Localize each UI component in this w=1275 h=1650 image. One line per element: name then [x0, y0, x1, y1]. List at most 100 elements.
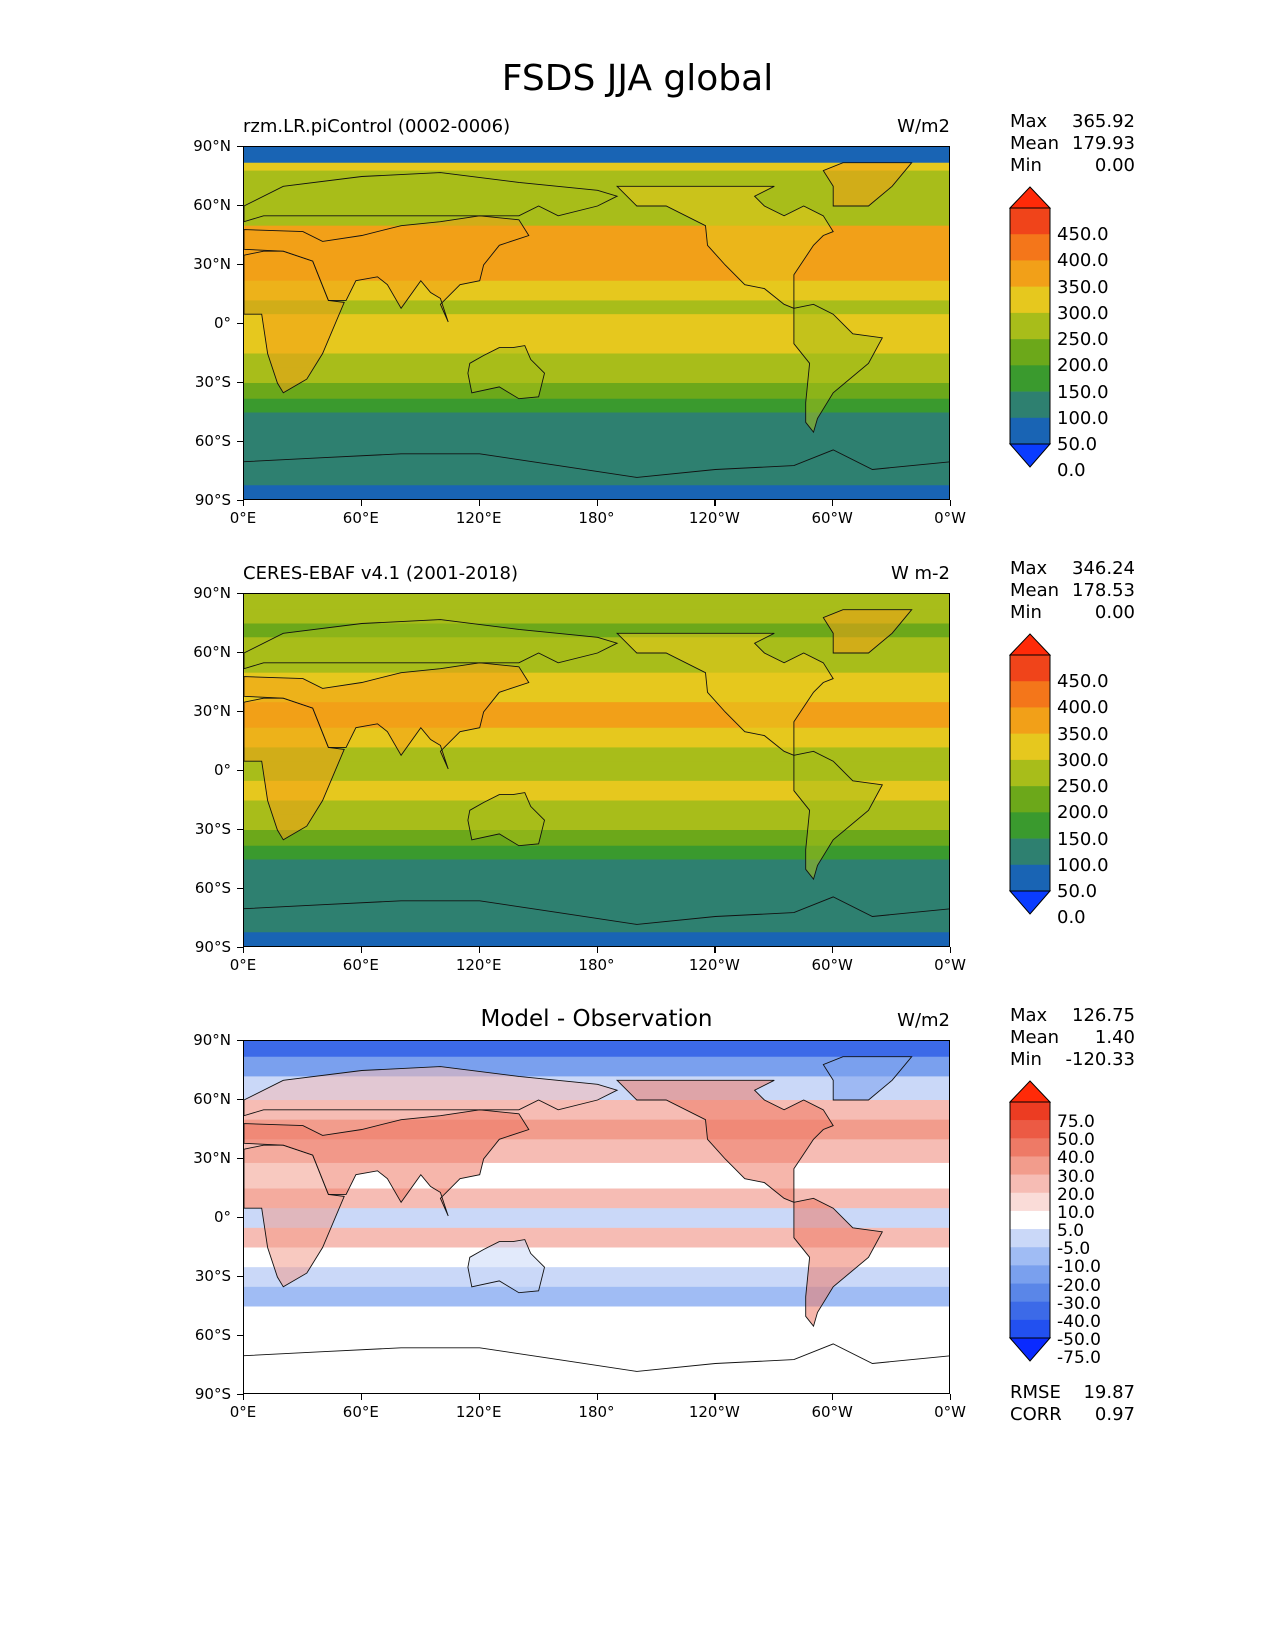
coastline-5 — [793, 303, 884, 434]
y-tick-mark — [237, 1276, 243, 1278]
y-tick-mark — [237, 1099, 243, 1101]
colorbar-segment — [1010, 1174, 1050, 1194]
coastline-antarctica — [244, 896, 949, 925]
y-tick-label: 60°N — [193, 643, 231, 661]
colorbar-segment — [1010, 365, 1050, 392]
x-tick-label: 120°W — [688, 956, 740, 974]
field-band-11 — [244, 1267, 949, 1288]
y-tick-label: 0° — [213, 1208, 231, 1226]
y-tick-label: 60°N — [193, 1090, 231, 1108]
stat-value: 365.92 — [1072, 111, 1135, 132]
stat-value: 0.00 — [1094, 155, 1135, 176]
colorbar-segment — [1010, 1283, 1050, 1302]
x-tick-label: 180° — [578, 956, 615, 974]
coastline-1 — [244, 215, 530, 323]
field-band-16 — [244, 889, 949, 933]
colorbar-label: 250.0 — [1057, 776, 1109, 798]
x-tick-label: 60°E — [342, 509, 379, 527]
y-tick-mark — [237, 500, 243, 502]
y-tick-label: 90°S — [194, 1385, 231, 1403]
coastline-6 — [822, 609, 913, 654]
y-tick-label: 0° — [213, 314, 231, 332]
stat-row: Max 346.24 — [1010, 558, 1135, 580]
y-tick-label: 60°N — [193, 196, 231, 214]
colorbar-segment — [1010, 391, 1050, 419]
colorbar-segment — [1010, 312, 1050, 340]
colorbar-label: 50.0 — [1057, 881, 1098, 902]
colorbar-segment — [1010, 655, 1050, 682]
field-band-10 — [244, 333, 949, 354]
colorbar-label: 20.0 — [1057, 1184, 1095, 1205]
coastline-6 — [822, 162, 913, 207]
colorbar-segment — [1010, 1247, 1050, 1266]
field-band-15 — [244, 859, 949, 890]
stat-row: Min 0.00 — [1010, 602, 1135, 624]
y-tick-mark — [237, 1158, 243, 1160]
colorbar-segment — [1010, 681, 1050, 708]
colorbar-label: 350.0 — [1057, 276, 1109, 298]
stat-value: 1.40 — [1094, 1027, 1135, 1048]
stat-value: 19.87 — [1083, 1382, 1135, 1403]
panel-title: CERES-EBAF v4.1 (2001-2018) — [243, 563, 519, 584]
colorbar-label: 75.0 — [1057, 1112, 1095, 1133]
y-tick-mark — [237, 1217, 243, 1219]
coastline-3 — [467, 1239, 545, 1294]
field-band-9 — [244, 1227, 949, 1248]
colorbar-label: 100.0 — [1057, 407, 1109, 429]
colorbar-extend-min — [1009, 443, 1051, 468]
y-tick-mark — [237, 1040, 243, 1042]
field-band-16 — [244, 442, 949, 486]
stat-label: Mean — [1010, 133, 1060, 154]
extra-stats-block: RMSE 19.87 CORR 0.97 — [1010, 1382, 1135, 1426]
x-tick-mark — [478, 947, 480, 953]
stat-row: Max 365.92 — [1010, 111, 1135, 133]
panel-units: W/m2 — [897, 1010, 950, 1031]
colorbar-segment — [1010, 1210, 1050, 1230]
colorbar — [1009, 633, 1051, 915]
y-tick-mark — [237, 652, 243, 654]
x-tick-mark — [714, 500, 716, 506]
colorbar-segment — [1010, 208, 1050, 235]
x-tick-mark — [950, 1394, 952, 1400]
colorbar-label: -30.0 — [1057, 1293, 1101, 1314]
field-band-0 — [244, 594, 949, 611]
colorbar-segment — [1010, 1301, 1050, 1321]
field-band-9 — [244, 761, 949, 782]
colorbar-label: 10.0 — [1057, 1202, 1095, 1223]
colorbar-segment — [1010, 1265, 1050, 1284]
y-tick-label: 90°N — [193, 137, 231, 155]
x-tick-mark — [360, 500, 363, 506]
stat-row: Mean 1.40 — [1010, 1027, 1135, 1049]
y-tick-mark — [237, 593, 243, 595]
colorbar-label: 200.0 — [1057, 355, 1109, 377]
colorbar-segment — [1010, 286, 1050, 314]
stat-value: 346.24 — [1072, 558, 1135, 579]
y-tick-label: 90°N — [193, 1031, 231, 1049]
colorbar-label: 250.0 — [1057, 329, 1109, 351]
figure-title: FSDS JJA global — [501, 58, 774, 99]
colorbar-label: 30.0 — [1057, 1166, 1095, 1187]
x-tick-mark — [832, 500, 834, 506]
y-tick-mark — [237, 1394, 243, 1396]
colorbar-segment — [1010, 864, 1050, 892]
y-tick-label: 90°S — [194, 938, 231, 956]
stat-label: Max — [1010, 111, 1048, 132]
map-panel — [243, 593, 950, 947]
x-tick-mark — [714, 1394, 716, 1400]
coastline-6 — [822, 1056, 913, 1101]
stat-label: Min — [1010, 1049, 1042, 1070]
colorbar-label: 350.0 — [1057, 723, 1109, 745]
panel-title: Model - Observation — [480, 1006, 713, 1032]
colorbar-label: -10.0 — [1057, 1257, 1101, 1278]
stat-label: Max — [1010, 558, 1048, 579]
map-panel — [243, 146, 950, 500]
colorbar-extend-min — [1009, 1337, 1051, 1362]
map-field — [244, 594, 949, 946]
colorbar — [1009, 1080, 1051, 1362]
x-tick-mark — [478, 500, 480, 506]
stats-block: Max 365.92 Mean 179.93 Min 0.00 — [1010, 111, 1135, 177]
coastline-5 — [793, 1197, 884, 1328]
stat-row: RMSE 19.87 — [1010, 1382, 1135, 1404]
x-tick-mark — [360, 947, 363, 953]
stat-row: Min 0.00 — [1010, 155, 1135, 177]
